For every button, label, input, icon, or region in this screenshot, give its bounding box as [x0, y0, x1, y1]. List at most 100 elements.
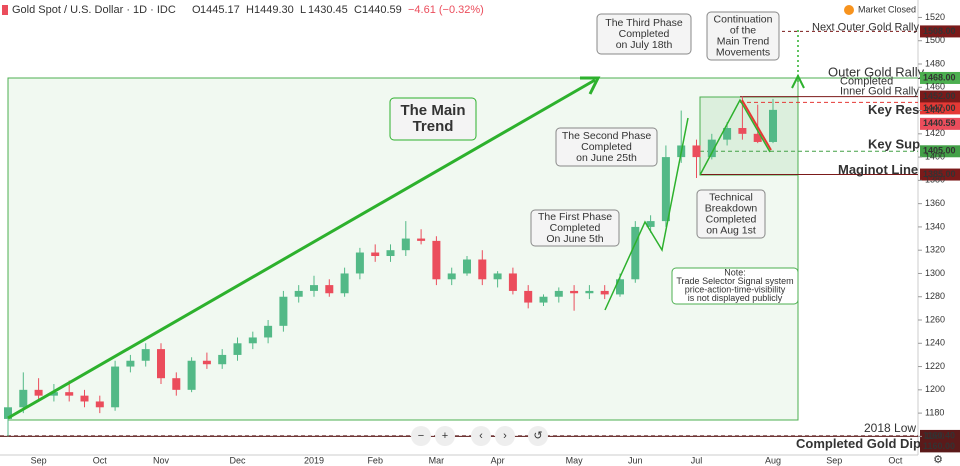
price-label-box [920, 429, 960, 442]
x-tick-label: Aug [765, 455, 781, 465]
price-label-box [920, 71, 960, 84]
candle-body [692, 145, 701, 158]
ohlc-value: 1449.30 [254, 4, 294, 16]
y-tick-label: 1300 [925, 268, 945, 278]
symbol-icon [2, 5, 8, 15]
candle-body [355, 252, 364, 274]
annotation-text: Completed [581, 141, 632, 153]
level-label: 2018 Low [864, 421, 916, 435]
candle-body [524, 290, 533, 303]
annotation-text: The Second Phase [562, 130, 651, 142]
price-label: 1452.00 [923, 91, 956, 101]
candle-body [340, 273, 349, 294]
icon: + [442, 430, 448, 442]
annotation-text: The Main [400, 102, 465, 119]
phase-line [604, 117, 689, 311]
annotation-text: Trade Selector Signal system [676, 276, 793, 286]
annotation-box [530, 209, 620, 247]
symbol-title[interactable]: Gold Spot / U.S. Dollar · 1D · IDC [12, 4, 176, 16]
candle-body [157, 349, 165, 379]
candle-body [707, 139, 716, 158]
annotation-box [706, 11, 780, 61]
y-tick-label: 1380 [925, 175, 945, 185]
ohlc-key: O [192, 4, 201, 16]
phase-line [699, 98, 771, 176]
y-tick-label: 1480 [925, 58, 945, 68]
settings-icon[interactable]: ⚙ [933, 454, 943, 466]
annotation-text: The First Phase [538, 211, 612, 223]
candle-body [111, 366, 120, 408]
candle-body [80, 395, 89, 402]
annotation-text: Trend [413, 118, 454, 135]
candle-body [646, 221, 655, 227]
price-label-box [920, 145, 960, 158]
price-label-box [920, 25, 960, 38]
y-tick-label: 1220 [925, 361, 945, 371]
y-tick-label: 1180 [925, 407, 944, 417]
candle-body [631, 226, 640, 280]
y-tick-label: 1200 [925, 384, 945, 394]
x-tick-label: Nov [153, 455, 170, 465]
candle-body [386, 250, 395, 257]
y-tick-label: 1340 [925, 221, 945, 231]
candle-body [141, 349, 150, 361]
arrow-head [791, 73, 805, 89]
scroll-left[interactable] [471, 426, 491, 446]
annotation-text: On June 5th [546, 233, 603, 245]
candle-body [570, 290, 579, 294]
x-tick-label: Sep [31, 455, 47, 465]
annotation-box [555, 127, 658, 167]
candle-body [187, 360, 196, 390]
level-label: Completed [840, 75, 893, 87]
candle-body [554, 290, 563, 297]
candle-body [723, 128, 732, 140]
x-tick-label: Jun [628, 455, 643, 465]
x-tick-label: Apr [491, 455, 505, 465]
candle-body [4, 407, 12, 419]
x-tick-label: Mar [429, 455, 445, 465]
y-tick-label: 1420 [925, 128, 945, 138]
candle-body [616, 279, 624, 295]
candle-body [34, 389, 43, 396]
level-label: Key Sup [868, 137, 920, 152]
candle-body [600, 290, 609, 295]
y-tick-label: 1280 [925, 291, 945, 301]
level-label: Next Outer Gold Rally [812, 21, 919, 33]
candle-body [65, 392, 74, 396]
price-label: 1160.40 [923, 430, 955, 440]
candle-body [325, 285, 334, 294]
candle-body [447, 273, 456, 280]
annotation-text: on Aug 1st [706, 224, 756, 236]
y-tick-label: 1360 [925, 198, 945, 208]
zoom-in[interactable] [435, 426, 455, 446]
breakdown-arrow [741, 99, 772, 151]
candle-body [508, 273, 517, 291]
scroll-right[interactable] [495, 426, 515, 446]
candle-body [585, 290, 594, 294]
y-tick-label: 1260 [925, 314, 945, 324]
level-label: Maginot Line [838, 162, 918, 177]
reset[interactable] [528, 426, 548, 446]
candle-body [478, 259, 487, 280]
candle-body [202, 360, 211, 365]
annotation-text: price-action-time-visibility [685, 285, 786, 295]
candle-body [95, 401, 104, 408]
candle-body [401, 238, 410, 251]
annotation-box [596, 13, 692, 55]
y-tick-label: 1520 [925, 12, 945, 22]
zoom-out[interactable] [411, 426, 431, 446]
ohlc-key: H [246, 4, 254, 16]
x-tick-label: May [566, 455, 584, 465]
phase-box [699, 96, 799, 176]
annotation-text: Continuation [714, 13, 773, 25]
candle-body [463, 259, 471, 274]
icon: ↺ [533, 430, 542, 442]
candle-body [294, 290, 303, 297]
annotation-text: Completed [550, 222, 601, 234]
candle-body [264, 325, 273, 338]
x-tick-label: Oct [93, 455, 108, 465]
candle-body [493, 273, 502, 280]
candle-body [310, 285, 318, 291]
annotation-text: on July 18th [616, 39, 673, 51]
ohlc-value: 1430.45 [308, 4, 348, 16]
